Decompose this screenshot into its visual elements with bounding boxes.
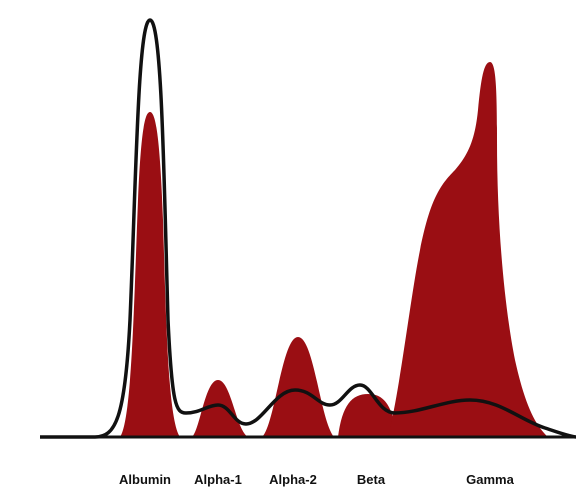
fraction-label: Alpha-1 [194, 472, 242, 487]
alpha2-area [262, 337, 334, 437]
albumin-area [120, 112, 180, 437]
fraction-label: Alpha-2 [269, 472, 317, 487]
alpha1-area [192, 380, 248, 437]
beta-area [338, 394, 398, 437]
fraction-label: Albumin [119, 472, 171, 487]
fraction-label: Beta [357, 472, 386, 487]
normal-curve [40, 18, 576, 439]
fraction-label: Gamma [466, 472, 514, 487]
gamma-area [388, 62, 548, 437]
protein-areas [120, 62, 548, 437]
